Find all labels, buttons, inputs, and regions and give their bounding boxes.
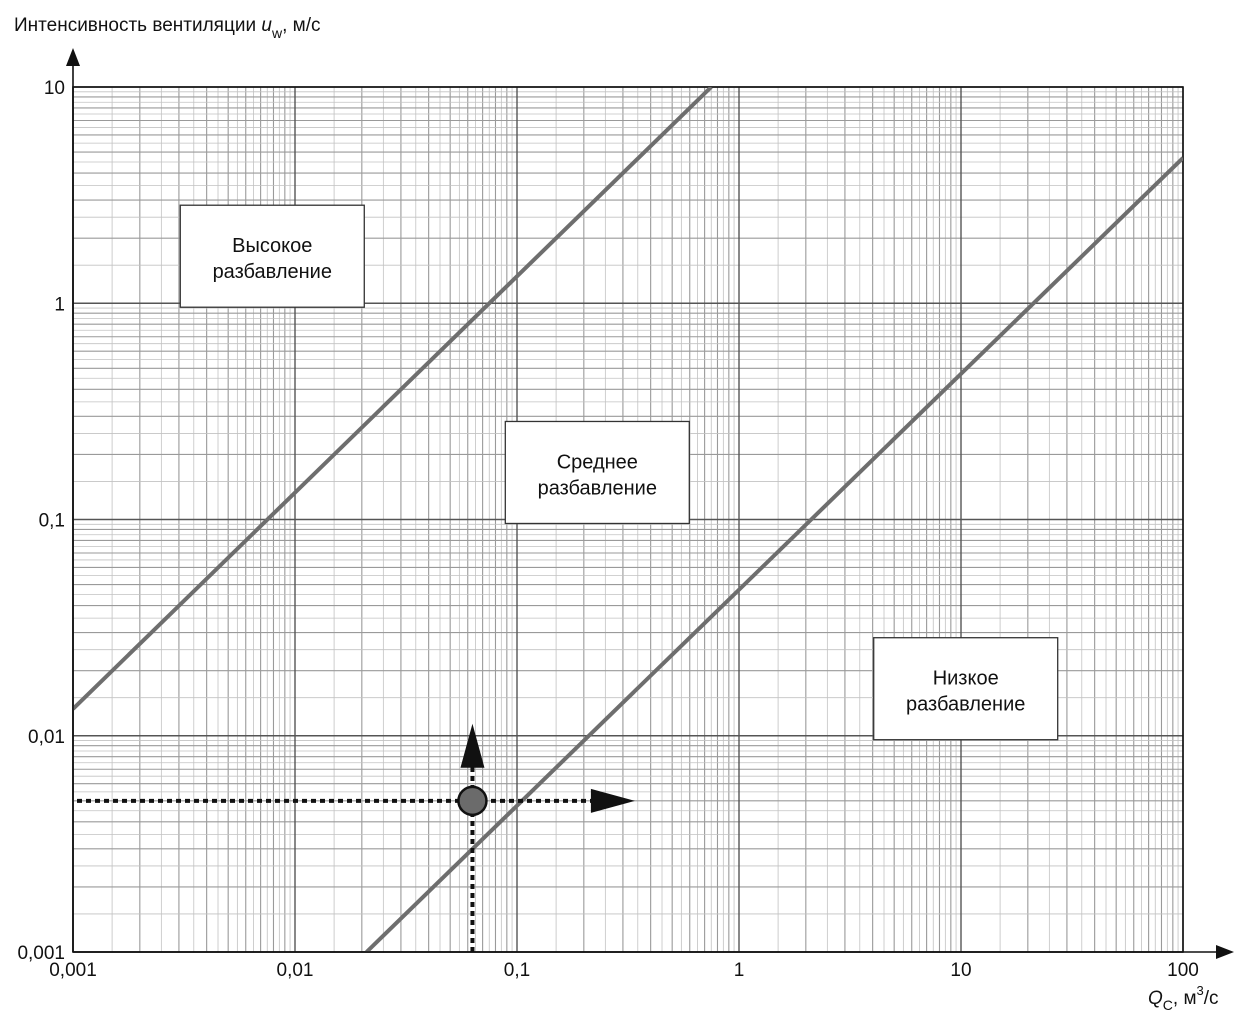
boundary-line-1 — [73, 87, 713, 711]
y-tick-label: 0,001 — [17, 943, 65, 964]
region-label-medium-line: разбавление — [538, 477, 657, 499]
region-label-high-box — [179, 204, 365, 308]
y-tick-label: 1 — [54, 294, 65, 315]
region-label-medium-box — [504, 420, 690, 525]
y-tick-label: 10 — [44, 78, 65, 99]
region-label-low-line: разбавление — [906, 694, 1025, 716]
x-tick-label: 0,01 — [277, 960, 314, 981]
example-point-marker — [457, 785, 488, 817]
series-layer — [73, 87, 1183, 952]
x-tick-label: 1 — [734, 960, 745, 981]
y-axis-title: Интенсивность вентиляции uw, м/с — [14, 15, 320, 41]
region-label-high-line: разбавление — [213, 261, 332, 283]
y-axis-arrow-icon — [66, 48, 80, 66]
arrow-right-icon — [590, 788, 635, 813]
y-tick-label: 0,01 — [28, 727, 65, 748]
x-tick-label: 0,1 — [504, 960, 530, 981]
tick-labels: 0,001 0,01 0,1 1 10 100 0,001 0,01 0,1 1 10 — [17, 78, 1198, 981]
example-point-layer — [77, 723, 635, 952]
x-axis-arrow-icon — [1216, 945, 1234, 959]
x-tick-label: 0,001 — [49, 960, 97, 981]
region-layer: Высокое разбавление Среднее разбавление Низк… — [179, 204, 1059, 741]
region-label-medium-line: Среднее — [557, 451, 638, 473]
y-tick-label: 0,1 — [39, 511, 65, 532]
x-tick-label: 10 — [950, 960, 971, 981]
x-axis-title: QC, м3/с — [1148, 983, 1219, 1013]
region-label-low-box — [873, 637, 1059, 741]
boundary-line-2 — [365, 156, 1183, 952]
region-label-low-line: Низкое — [933, 668, 999, 690]
arrow-up-icon — [460, 723, 485, 768]
region-label-high-line: Высокое — [232, 235, 312, 257]
x-tick-label: 100 — [1167, 960, 1199, 981]
